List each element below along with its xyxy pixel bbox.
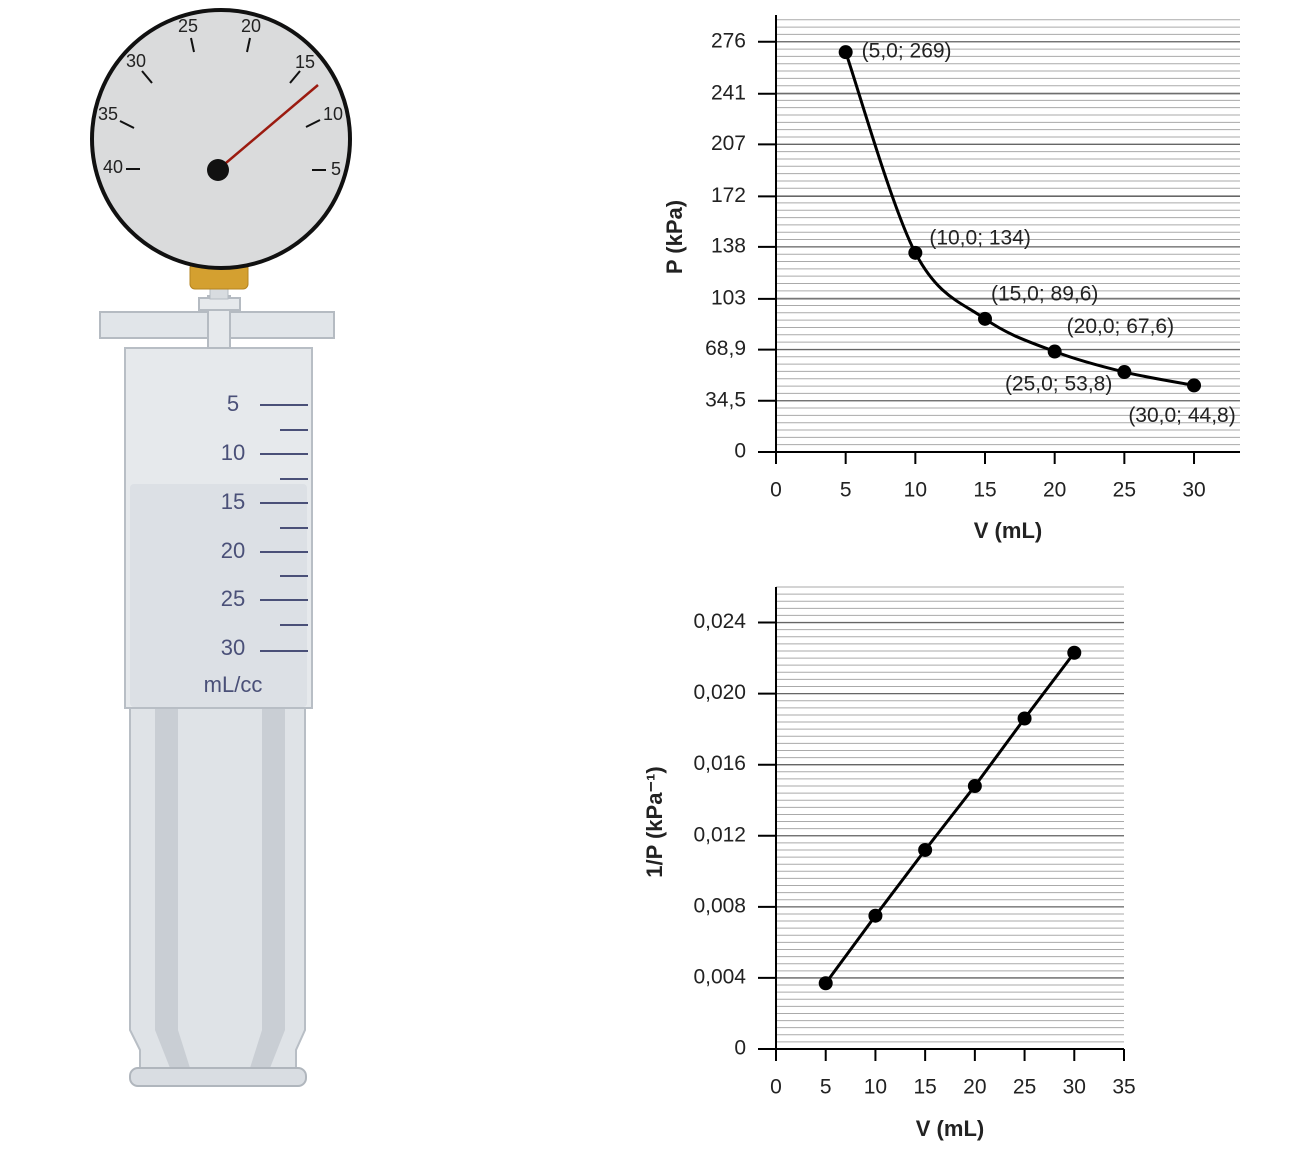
y-tick-label: 103 (711, 286, 746, 309)
data-label: (20,0; 67,6) (1067, 315, 1174, 338)
y-axis-title: 1/P (kPa⁻¹) (642, 766, 667, 877)
gauge-needle (219, 84, 319, 169)
y-tick-label: 0,008 (693, 894, 746, 917)
x-tick-label: 0 (770, 1076, 782, 1099)
data-label: (10,0; 134) (929, 226, 1031, 249)
y-tick-label: 207 (711, 132, 746, 155)
y-tick-label: 0,004 (693, 965, 746, 988)
x-axis-title: V (mL) (974, 518, 1042, 543)
scale-label: 30 (221, 635, 245, 660)
gauge-tick (246, 37, 251, 53)
x-tick-label: 10 (904, 479, 927, 502)
y-tick-label: 276 (711, 29, 746, 52)
gauge-tick (305, 119, 321, 128)
y-tick-label: 0 (734, 440, 746, 463)
y-tick-label: 0,016 (693, 752, 746, 775)
x-tick-label: 10 (864, 1076, 887, 1099)
x-tick-label: 35 (1112, 1076, 1135, 1099)
gauge-hub (207, 159, 229, 181)
gauge-tick (141, 70, 153, 84)
data-point (918, 842, 933, 857)
flange (129, 1067, 307, 1087)
y-tick-label: 0,012 (693, 823, 746, 846)
data-label: (25,0; 53,8) (1005, 373, 1112, 396)
y-tick-label: 0 (734, 1037, 746, 1060)
data-point (1017, 711, 1032, 726)
gauge-label: 40 (103, 157, 123, 177)
scale-label: 25 (221, 586, 245, 611)
scale-label: 10 (221, 440, 245, 465)
x-tick-label: 0 (770, 479, 782, 502)
data-label: (5,0; 269) (862, 40, 952, 63)
gauge-face (90, 8, 352, 270)
chart: 0 34,5 68,9 103 138 172 207 241 276 0 5 10 15 20 25 30 V… (662, 15, 1240, 543)
data-label: (30,0; 44,8) (1128, 404, 1235, 427)
y-axis-title: P (kPa) (662, 200, 687, 274)
x-tick-label: 5 (820, 1076, 832, 1099)
y-tick-label: 172 (711, 184, 746, 207)
x-tick-label: 15 (913, 1076, 936, 1099)
x-tick-label: 25 (1113, 479, 1136, 502)
y-tick-label: 138 (711, 234, 746, 257)
y-tick-label: 0,024 (693, 610, 746, 633)
data-point (838, 45, 853, 60)
data-point (967, 779, 982, 794)
scale-label: 15 (221, 489, 245, 514)
scale-lines (260, 404, 308, 652)
data-point (1067, 645, 1082, 660)
gauge-label: 15 (295, 52, 315, 72)
data-point (978, 311, 993, 326)
x-tick-label: 30 (1182, 479, 1205, 502)
data-point (818, 976, 833, 991)
y-tick-label: 68,9 (705, 337, 746, 360)
gauge-label: 10 (323, 104, 343, 124)
y-tick-label: 0,020 (693, 681, 746, 704)
gauge-tick (289, 70, 301, 84)
chart: 0 0,004 0,008 0,012 0,016 0,020 0,024 0 5 10 15 20 2… (642, 586, 1136, 1141)
scale-label: 20 (221, 538, 245, 563)
data-label: (15,0; 89,6) (991, 282, 1098, 305)
gauge-label: 35 (98, 104, 118, 124)
data-point (908, 245, 923, 260)
gauge-tick (119, 120, 135, 129)
y-tick-label: 34,5 (705, 388, 746, 411)
gauge-ticks (119, 37, 326, 171)
x-axis-title: V (mL) (916, 1116, 984, 1141)
scale-label: 5 (227, 391, 239, 416)
gauge-label: 30 (126, 51, 146, 71)
gauge-label: 5 (331, 159, 341, 179)
x-tick-label: 5 (840, 479, 852, 502)
gauge-tick (190, 37, 195, 53)
x-tick-label: 20 (1043, 479, 1066, 502)
shade (155, 707, 190, 1068)
data-point (868, 908, 883, 923)
gauge: 40 35 30 25 20 15 10 5 (90, 8, 352, 270)
x-tick-label: 15 (973, 479, 996, 502)
unit-label: mL/cc (204, 672, 263, 697)
data-point (1047, 344, 1062, 359)
gauge-label: 20 (241, 16, 261, 36)
collar (198, 297, 241, 311)
y-tick-label: 241 (711, 81, 746, 104)
data-line (824, 651, 1076, 985)
x-tick-label: 20 (963, 1076, 986, 1099)
gauge-label: 25 (178, 16, 198, 36)
data-point (1187, 378, 1202, 393)
shade (250, 707, 285, 1068)
syringe: 5 10 15 20 25 30 mL/cc (99, 179, 335, 1087)
x-tick-label: 30 (1063, 1076, 1086, 1099)
data-point (1117, 365, 1132, 380)
x-tick-label: 25 (1013, 1076, 1036, 1099)
